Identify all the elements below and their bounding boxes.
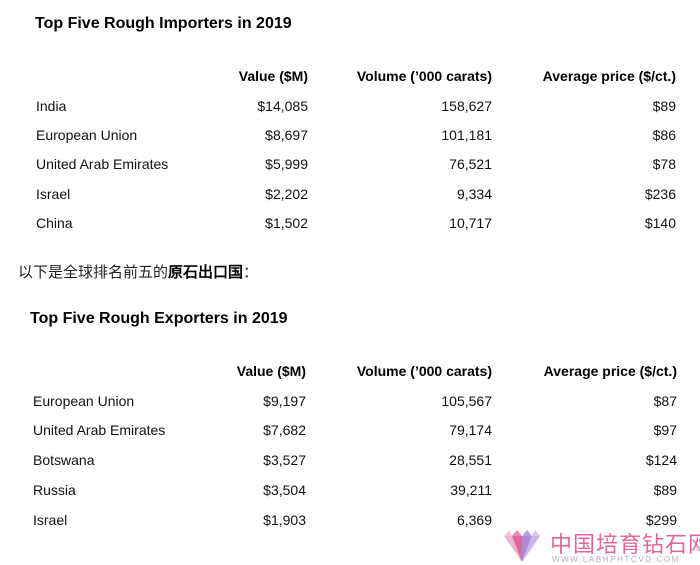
country-cell: India (36, 98, 67, 114)
value-cell: $3,504 (263, 482, 306, 498)
watermark-logo: 中国培育钻石网 WWW.LABHPHTCVD.COM (500, 527, 700, 565)
country-cell: European Union (36, 127, 138, 143)
country-cell: Botswana (33, 452, 95, 468)
volume-cell: 39,211 (450, 482, 492, 498)
volume-cell: 158,627 (441, 98, 492, 114)
volume-cell: 9,334 (456, 186, 492, 202)
table-row: Israel $2,202 9,334 $236 (0, 184, 700, 204)
country-cell: European Union (33, 393, 135, 409)
price-cell: $299 (645, 512, 677, 528)
country-cell: Russia (33, 482, 76, 498)
table-row: United Arab Emirates $7,682 79,174 $97 (0, 420, 700, 440)
table-row: Russia $3,504 39,211 $89 (0, 480, 700, 500)
value-cell: $2,202 (265, 186, 308, 202)
value-cell: $5,999 (265, 156, 308, 172)
country-cell: United Arab Emirates (36, 156, 169, 172)
header-avg-price: Average price ($/ct.) (542, 68, 676, 84)
watermark-url: WWW.LABHPHTCVD.COM (552, 555, 680, 564)
value-cell: $9,197 (263, 393, 306, 409)
price-cell: $124 (645, 452, 677, 468)
table-row: Botswana $3,527 28,551 $124 (0, 450, 700, 470)
importers-header-row: Value ($M) Volume (’000 carats) Average … (0, 66, 700, 86)
price-cell: $89 (653, 482, 677, 498)
table-row: Israel $1,903 6,369 $299 (0, 510, 700, 530)
header-value: Value ($M) (236, 363, 306, 379)
exporters-title: Top Five Rough Exporters in 2019 (30, 310, 288, 327)
volume-cell: 6,369 (456, 512, 492, 528)
price-cell: $97 (653, 422, 677, 438)
price-cell: $86 (652, 127, 676, 143)
value-cell: $7,682 (263, 422, 306, 438)
volume-cell: 105,567 (441, 393, 492, 409)
table-row: United Arab Emirates $5,999 76,521 $78 (0, 154, 700, 174)
importers-title: Top Five Rough Importers in 2019 (35, 15, 292, 32)
caption-prefix: 以下是全球排名前五的 (18, 263, 169, 281)
header-avg-price: Average price ($/ct.) (543, 363, 677, 379)
value-cell: $14,085 (257, 98, 308, 114)
header-volume: Volume (’000 carats) (356, 68, 492, 84)
price-cell: $236 (644, 186, 676, 202)
volume-cell: 76,521 (449, 156, 492, 172)
country-cell: Israel (36, 186, 71, 202)
table-row: European Union $8,697 101,181 $86 (0, 125, 700, 145)
header-value: Value ($M) (238, 68, 308, 84)
header-volume: Volume (’000 carats) (356, 363, 492, 379)
value-cell: $1,903 (263, 512, 306, 528)
caption-suffix: ： (243, 263, 259, 281)
volume-cell: 28,551 (449, 452, 492, 468)
section-caption: 以下是全球排名前五的原石出口国： (18, 261, 258, 282)
table-row: China $1,502 10,717 $140 (0, 213, 700, 233)
country-cell: United Arab Emirates (33, 422, 166, 438)
volume-cell: 79,174 (449, 422, 492, 438)
price-cell: $89 (652, 98, 676, 114)
exporters-table: Value ($M) Volume (’000 carats) Average … (0, 361, 700, 530)
value-cell: $1,502 (265, 215, 308, 231)
country-cell: China (36, 215, 73, 231)
watermark-name: 中国培育钻石网 (550, 533, 700, 558)
volume-cell: 101,181 (441, 127, 492, 143)
price-cell: $140 (644, 215, 676, 231)
price-cell: $78 (652, 156, 676, 172)
importers-table: Value ($M) Volume (’000 carats) Average … (0, 0, 700, 250)
diamond-logo-icon (504, 530, 540, 562)
table-row: India $14,085 158,627 $89 (0, 96, 700, 116)
value-cell: $3,527 (263, 452, 306, 468)
table-row: European Union $9,197 105,567 $87 (0, 391, 700, 411)
value-cell: $8,697 (265, 127, 308, 143)
exporters-header-row: Value ($M) Volume (’000 carats) Average … (0, 361, 700, 381)
caption-bold: 原石出口国 (168, 263, 244, 281)
volume-cell: 10,717 (449, 215, 492, 231)
country-cell: Israel (33, 512, 68, 528)
price-cell: $87 (653, 393, 677, 409)
